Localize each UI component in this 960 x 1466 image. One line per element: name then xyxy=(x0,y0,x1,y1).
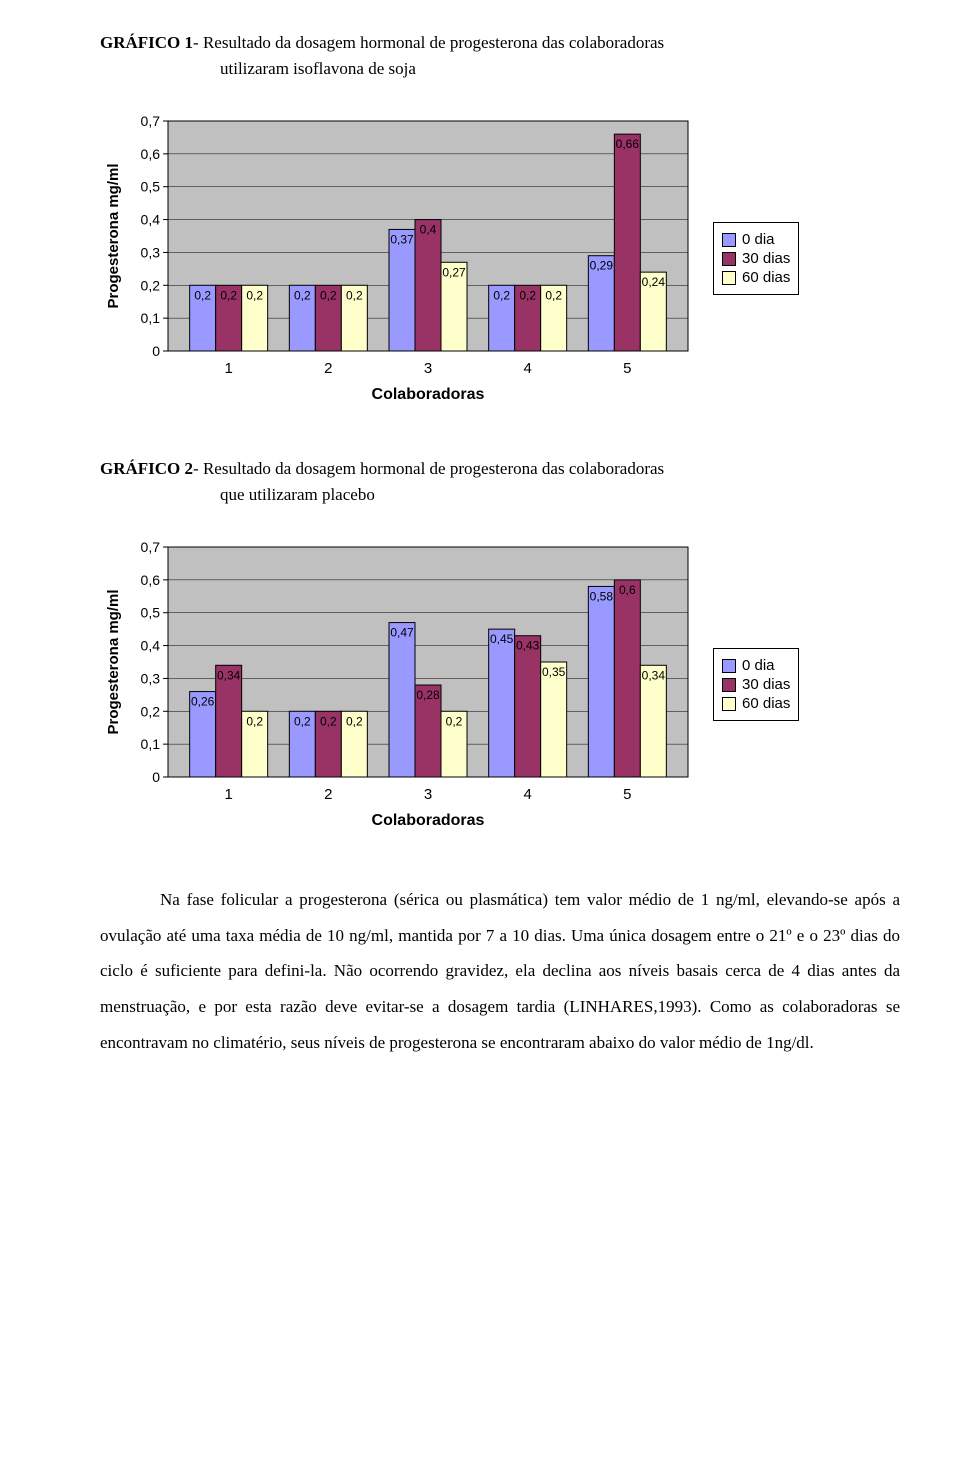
legend-label: 60 dias xyxy=(742,269,790,286)
chart2-container: 0 0,1 0,2 0,3 0,4 0,5 0,6 0,7 Progesterona mg/ml… xyxy=(100,537,900,832)
svg-text:0,27: 0,27 xyxy=(442,265,466,279)
svg-text:0: 0 xyxy=(152,343,160,359)
svg-text:0,4: 0,4 xyxy=(420,223,437,237)
chart2-block: 0 0,1 0,2 0,3 0,4 0,5 0,6 0,7 Progesterona mg/ml… xyxy=(100,537,900,832)
svg-text:2: 2 xyxy=(324,360,332,377)
svg-text:0,34: 0,34 xyxy=(217,668,241,682)
svg-text:0,2: 0,2 xyxy=(346,714,363,728)
svg-text:0,58: 0,58 xyxy=(590,589,614,603)
legend-row: 0 dia xyxy=(722,231,790,248)
svg-text:0,2: 0,2 xyxy=(346,288,363,302)
svg-text:1: 1 xyxy=(224,360,232,377)
chart1-title-line2: utilizaram isoflavona de soja xyxy=(220,56,900,82)
svg-text:0,2: 0,2 xyxy=(220,288,237,302)
legend-label: 0 dia xyxy=(742,231,775,248)
svg-text:0,5: 0,5 xyxy=(141,179,161,195)
chart1-svg: 0 0,1 0,2 0,3 0,4 0,5 0,6 0,7 Progesterona mg/ml… xyxy=(100,111,698,406)
svg-text:3: 3 xyxy=(424,360,432,377)
chart2-title-line1: GRÁFICO 2- Resultado da dosagem hormonal… xyxy=(100,456,900,482)
chart1-title-bold: GRÁFICO 1 xyxy=(100,33,193,52)
svg-text:2: 2 xyxy=(324,786,332,803)
svg-text:0,2: 0,2 xyxy=(294,714,311,728)
legend-swatch xyxy=(722,233,736,247)
svg-text:Colaboradoras: Colaboradoras xyxy=(372,812,485,829)
svg-text:Progesterona mg/ml: Progesterona mg/ml xyxy=(105,163,122,308)
svg-text:Colaboradoras: Colaboradoras xyxy=(372,386,485,403)
chart2-title-line2: que utilizaram placebo xyxy=(220,482,900,508)
svg-text:5: 5 xyxy=(623,360,631,377)
svg-text:0,2: 0,2 xyxy=(246,714,263,728)
svg-text:3: 3 xyxy=(424,786,432,803)
svg-text:0,7: 0,7 xyxy=(141,113,161,129)
legend-swatch xyxy=(722,271,736,285)
svg-text:0,5: 0,5 xyxy=(141,605,161,621)
svg-text:0,35: 0,35 xyxy=(542,665,566,679)
svg-text:0,2: 0,2 xyxy=(141,703,161,719)
legend-row: 30 dias xyxy=(722,676,790,693)
svg-text:0,2: 0,2 xyxy=(141,277,161,293)
chart2-svg: 0 0,1 0,2 0,3 0,4 0,5 0,6 0,7 Progesterona mg/ml… xyxy=(100,537,698,832)
svg-text:0,2: 0,2 xyxy=(246,288,263,302)
svg-text:0,3: 0,3 xyxy=(141,670,161,686)
svg-text:0,6: 0,6 xyxy=(141,146,161,162)
svg-text:0,1: 0,1 xyxy=(141,736,161,752)
svg-text:0,28: 0,28 xyxy=(416,688,440,702)
svg-text:0,2: 0,2 xyxy=(446,714,463,728)
legend-swatch xyxy=(722,678,736,692)
legend-row: 60 dias xyxy=(722,269,790,286)
legend-row: 60 dias xyxy=(722,695,790,712)
svg-text:0,2: 0,2 xyxy=(493,288,510,302)
chart1-legend: 0 dia 30 dias 60 dias xyxy=(713,222,799,295)
body-paragraph-text: Na fase folicular a progesterona (sérica… xyxy=(100,882,900,1060)
svg-text:0,6: 0,6 xyxy=(141,572,161,588)
svg-text:4: 4 xyxy=(523,360,531,377)
svg-text:4: 4 xyxy=(523,786,531,803)
legend-label: 30 dias xyxy=(742,250,790,267)
legend-row: 30 dias xyxy=(722,250,790,267)
legend-swatch xyxy=(722,252,736,266)
chart2-title-rest: - Resultado da dosagem hormonal de proge… xyxy=(193,459,664,478)
chart1-block: 0 0,1 0,2 0,3 0,4 0,5 0,6 0,7 Progesterona mg/ml… xyxy=(100,111,900,406)
legend-row: 0 dia xyxy=(722,657,790,674)
svg-text:0,29: 0,29 xyxy=(590,259,614,273)
svg-text:0,2: 0,2 xyxy=(320,714,337,728)
svg-text:0,2: 0,2 xyxy=(294,288,311,302)
svg-text:0,47: 0,47 xyxy=(390,626,414,640)
svg-text:0,2: 0,2 xyxy=(194,288,211,302)
chart1-title-rest: - Resultado da dosagem hormonal de proge… xyxy=(193,33,664,52)
body-paragraph: Na fase folicular a progesterona (sérica… xyxy=(100,882,900,1060)
chart2-legend: 0 dia 30 dias 60 dias xyxy=(713,648,799,721)
svg-text:0,2: 0,2 xyxy=(519,288,536,302)
svg-text:0,24: 0,24 xyxy=(642,275,666,289)
legend-swatch xyxy=(722,697,736,711)
svg-text:0,66: 0,66 xyxy=(616,137,640,151)
legend-label: 30 dias xyxy=(742,676,790,693)
svg-text:0,37: 0,37 xyxy=(390,232,414,246)
svg-text:0,4: 0,4 xyxy=(141,212,161,228)
svg-text:Progesterona mg/ml: Progesterona mg/ml xyxy=(105,589,122,734)
svg-text:0,34: 0,34 xyxy=(642,668,666,682)
chart1-title-line1: GRÁFICO 1- Resultado da dosagem hormonal… xyxy=(100,30,900,56)
svg-text:0,1: 0,1 xyxy=(141,310,161,326)
svg-text:0,3: 0,3 xyxy=(141,244,161,260)
svg-text:0: 0 xyxy=(152,769,160,785)
chart2-title-bold: GRÁFICO 2 xyxy=(100,459,193,478)
svg-text:0,43: 0,43 xyxy=(516,639,540,653)
svg-text:0,6: 0,6 xyxy=(619,583,636,597)
legend-label: 0 dia xyxy=(742,657,775,674)
svg-text:0,4: 0,4 xyxy=(141,638,161,654)
legend-swatch xyxy=(722,659,736,673)
svg-text:0,7: 0,7 xyxy=(141,539,161,555)
legend-label: 60 dias xyxy=(742,695,790,712)
svg-text:0,2: 0,2 xyxy=(545,288,562,302)
svg-text:5: 5 xyxy=(623,786,631,803)
svg-text:0,26: 0,26 xyxy=(191,695,215,709)
svg-text:1: 1 xyxy=(224,786,232,803)
svg-text:0,2: 0,2 xyxy=(320,288,337,302)
svg-text:0,45: 0,45 xyxy=(490,632,514,646)
chart1-container: 0 0,1 0,2 0,3 0,4 0,5 0,6 0,7 Progesterona mg/ml… xyxy=(100,111,900,406)
